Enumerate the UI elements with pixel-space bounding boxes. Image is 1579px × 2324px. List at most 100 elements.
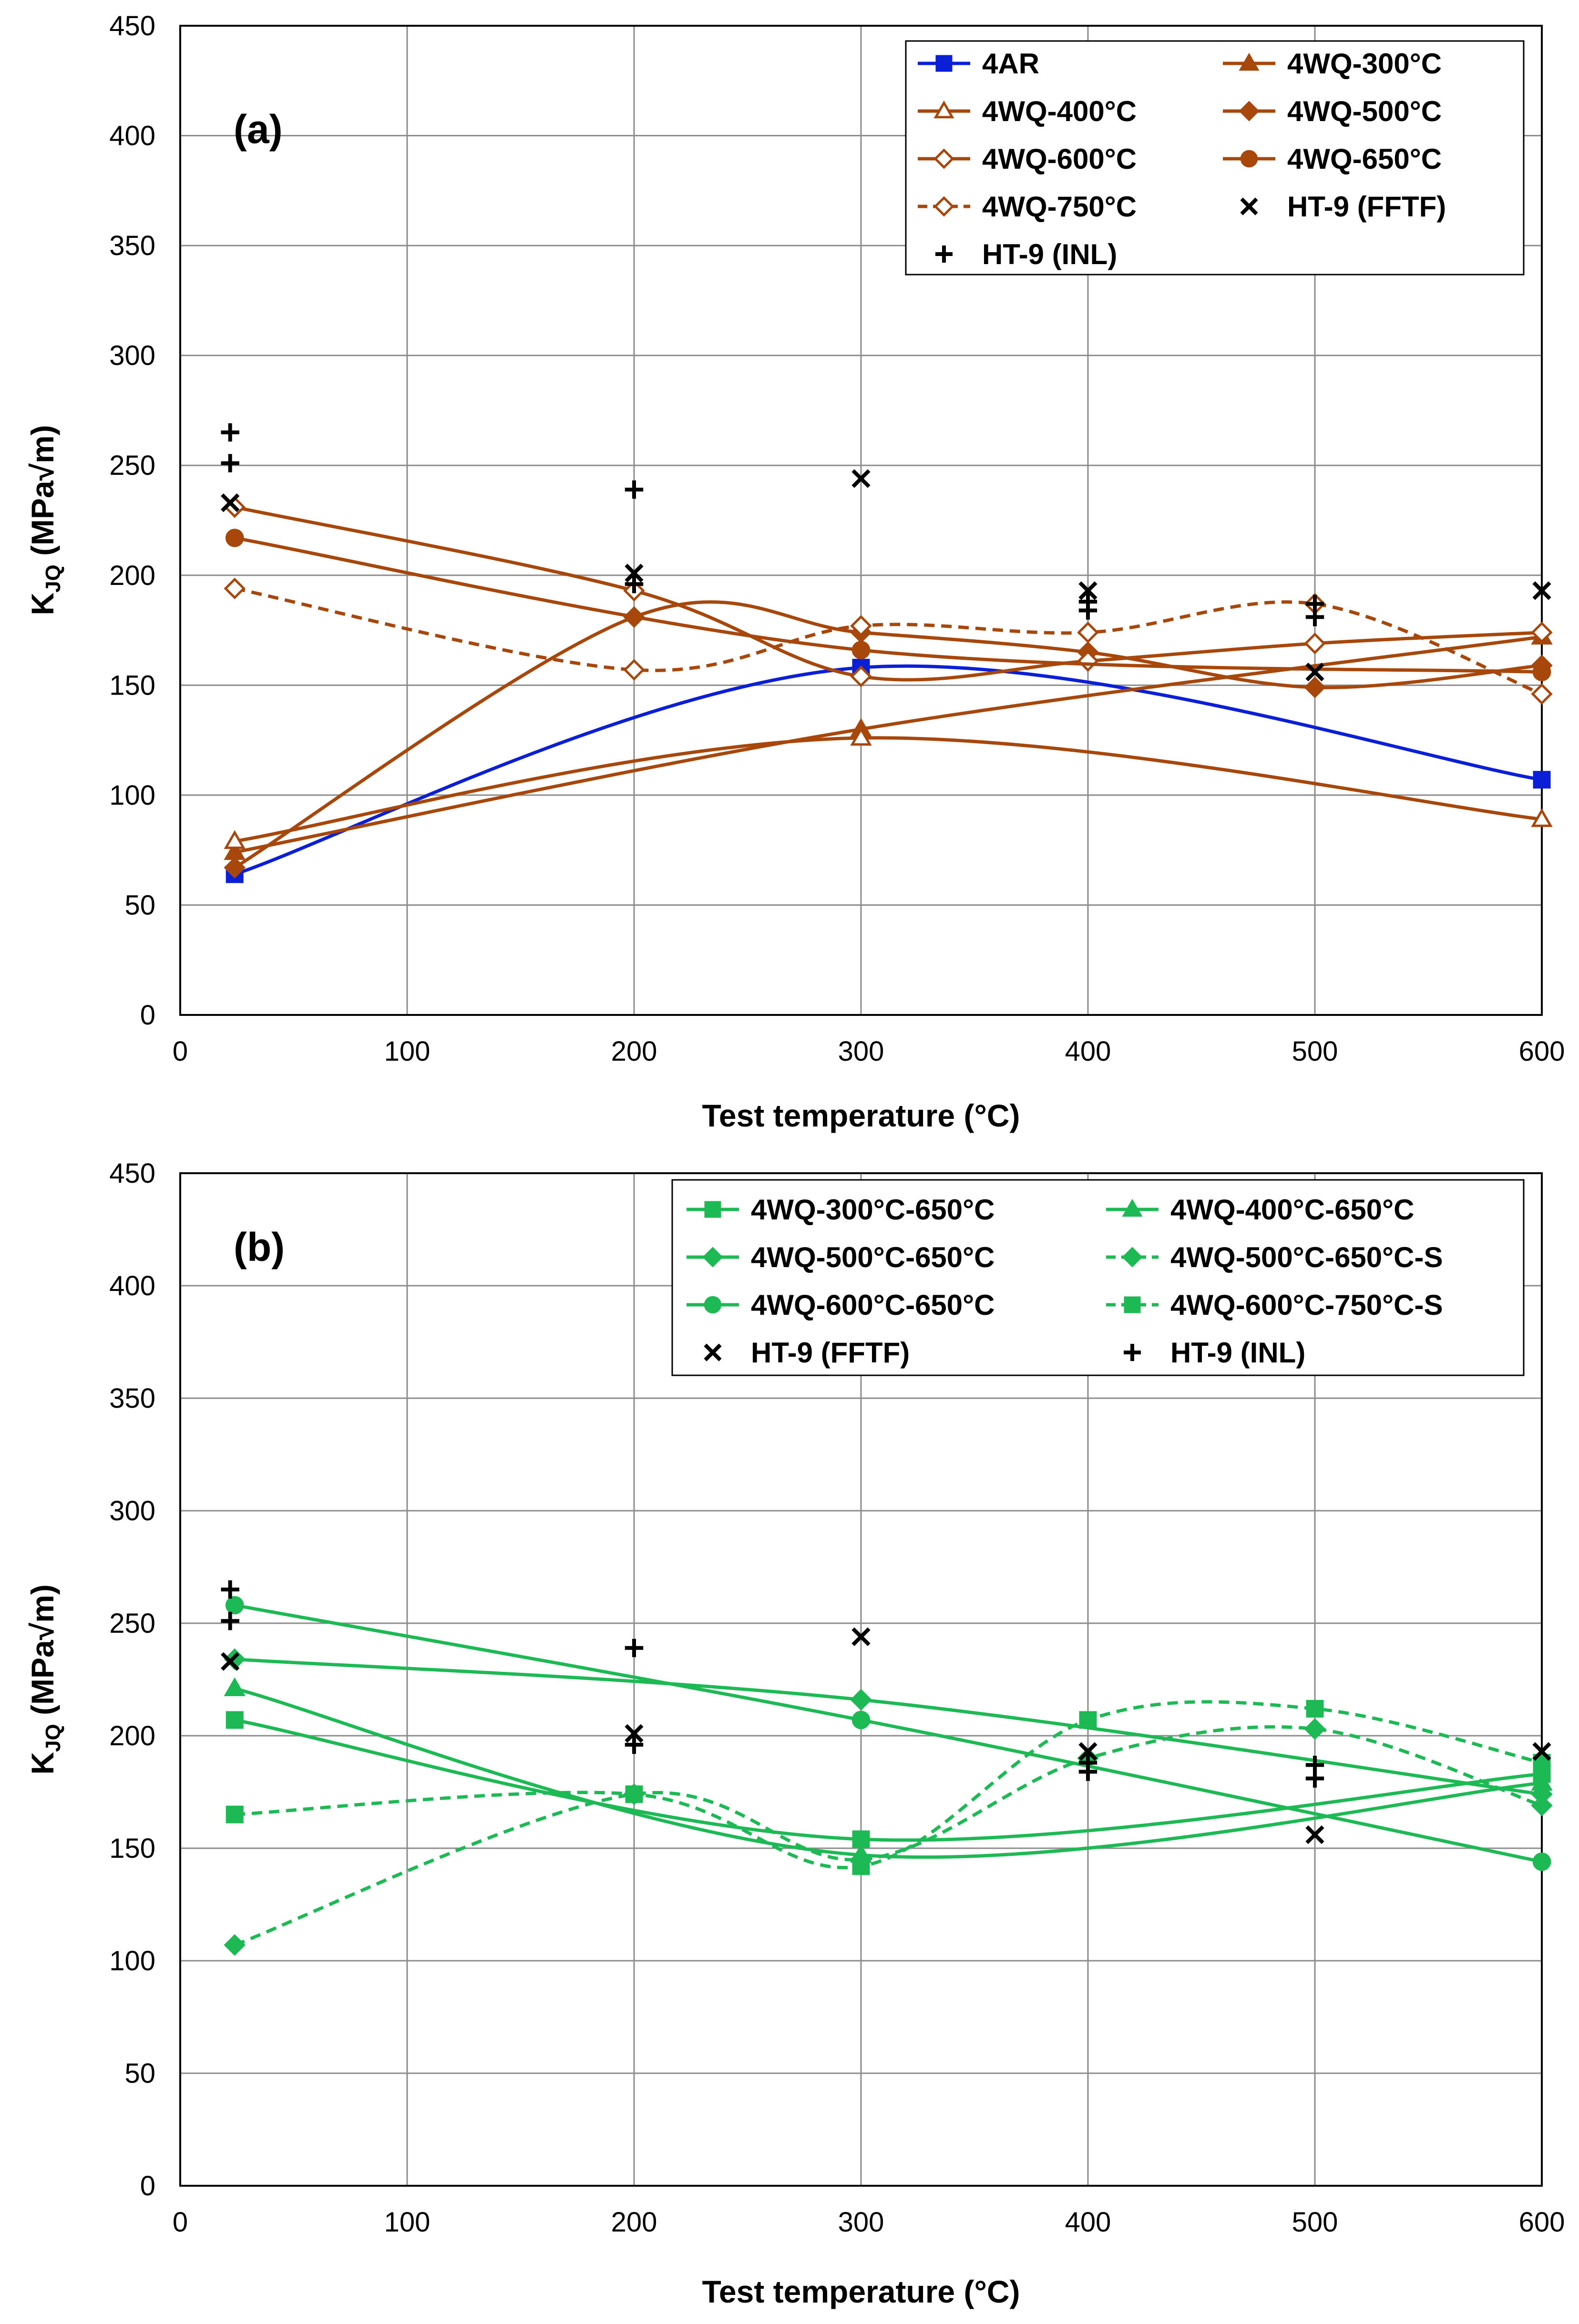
panel-b-legend-label: HT-9 (INL) <box>1170 1337 1305 1369</box>
panel-a-point-4wq-500c <box>1304 676 1326 698</box>
panel-a-legend-marker <box>1239 101 1260 122</box>
panel-b-legend-marker <box>1124 1296 1141 1313</box>
panel-a-point-4wq-750c <box>850 615 872 637</box>
panel-b-legend-label: 4WQ-400°C-650°C <box>1170 1194 1415 1226</box>
panel-b-point-ht-9-inl <box>625 1638 644 1658</box>
panel-a-y-tick-label: 300 <box>109 340 155 371</box>
panel-a-legend-entry-ht-9-fftf: HT-9 (FFTF) <box>1240 191 1446 223</box>
panel-b-x-axis-label: Test temperature (°C) <box>702 2274 1020 2309</box>
panel-b-legend-label: HT-9 (FFTF) <box>751 1337 910 1369</box>
panel-b-legend-marker <box>1122 1198 1143 1217</box>
panel-b-point-4wq-600c-750c-s <box>852 1857 870 1875</box>
panel-b-point-4wq-300c-650c <box>226 1711 244 1729</box>
panel-b: 0 50 100 150 200 250 300 350 400 450 0 100 200 300 40… <box>25 1158 1565 2309</box>
panel-b-legend-entry-4wq-400c-650c: 4WQ-400°C-650°C <box>1106 1194 1415 1226</box>
panel-a-y-tick-label: 150 <box>109 670 155 701</box>
panel-b-y-axis-label-subscript: JQ <box>41 1724 65 1752</box>
panel-a-legend-label: HT-9 (INL) <box>982 238 1117 270</box>
panel-b-line-4wq-600c-750c-s <box>235 1700 1542 1870</box>
panel-a-series-ht-9-fftf <box>221 469 1551 682</box>
panel-a-y-tick-label: 400 <box>109 121 155 152</box>
panel-a-point-ht-9-inl <box>221 454 239 472</box>
panel-b-legend-marker <box>704 1201 721 1218</box>
panel-a-y-axis-label-k: K <box>25 593 60 615</box>
panel-b-legend-label: 4WQ-500°C-650°C-S <box>1170 1241 1443 1273</box>
panel-a-point-4ar <box>1533 771 1551 789</box>
panel-a-point-4wq-500c <box>224 857 246 879</box>
panel-a-legend-box <box>905 40 1525 276</box>
panel-a-point-ht-9-inl <box>625 575 644 594</box>
panel-b-point-ht-9-fftf <box>221 1652 240 1671</box>
panel-b-legend-entry-ht-9-fftf: HT-9 (FFTF) <box>704 1337 910 1369</box>
panel-a-x-tick-label: 600 <box>1519 1036 1565 1067</box>
panel-a-point-4wq-600c <box>1077 650 1099 672</box>
panel-a-point-ht-9-fftf <box>1305 663 1324 682</box>
panel-a-plot-frame <box>179 25 1543 1016</box>
panel-b-point-4wq-600c-750c-s <box>1306 1699 1324 1718</box>
panel-a-point-ht-9-fftf <box>1532 581 1551 600</box>
panel-b-y-tick-label: 200 <box>109 1720 155 1751</box>
panel-a-x-tick-label: 300 <box>838 1036 884 1067</box>
panel-b-legend-box <box>671 1179 1525 1376</box>
panel-b-point-ht-9-fftf <box>625 1724 644 1743</box>
panel-a-point-ht-9-fftf <box>625 563 644 583</box>
panel-a-legend-entry-4wq-300c: 4WQ-300°C <box>1223 48 1442 80</box>
panel-a-y-axis-label-subscript: JQ <box>41 564 65 593</box>
panel-b-legend-label: 4WQ-500°C-650°C <box>751 1241 995 1273</box>
panel-b-y-tick-label: 150 <box>109 1833 155 1864</box>
panel-b-y-axis-label-k: K <box>25 1752 60 1775</box>
panel-b-point-ht-9-inl <box>1305 1769 1324 1788</box>
panel-a-point-4wq-600c <box>1531 621 1553 644</box>
panel-b-x-tick-label: 0 <box>173 2207 188 2238</box>
panel-a-point-ht-9-fftf <box>221 493 240 512</box>
panel-b-legend-label: 4WQ-600°C-750°C-S <box>1170 1289 1443 1321</box>
panel-a-legend-entry-4wq-400c: 4WQ-400°C <box>918 95 1137 127</box>
panel-a-point-4wq-650c <box>851 641 871 659</box>
panel-a-legend-label: 4WQ-650°C <box>1287 143 1442 175</box>
panel-a-x-axis-label: Test temperature (°C) <box>702 1098 1020 1133</box>
panel-b-legend-entry-4wq-500c-650c: 4WQ-500°C-650°C <box>687 1241 995 1273</box>
panel-b-y-tick-label: 100 <box>109 1945 155 1976</box>
panel-a-legend-marker <box>1240 197 1258 215</box>
panel-a-x-tick-label: 500 <box>1292 1036 1338 1067</box>
panel-b-point-4wq-500c-650c <box>850 1689 872 1711</box>
panel-a-y-tick-label: 200 <box>109 560 155 591</box>
panel-b-point-ht-9-inl <box>221 1612 239 1630</box>
panel-b-y-tick-label: 300 <box>109 1495 155 1526</box>
panel-a-legend-marker <box>933 148 954 169</box>
panel-a-legend-entry-4wq-600c: 4WQ-600°C <box>918 143 1137 175</box>
panel-b-legend-marker <box>704 1296 722 1314</box>
panel-a-x-tick-label: 200 <box>611 1036 657 1067</box>
panel-b-y-tick-labels: 0 50 100 150 200 250 300 350 400 450 <box>109 1158 155 2201</box>
panel-a-legend-entry-4wq-500c: 4WQ-500°C <box>1223 95 1442 127</box>
panel-b-legend-marker <box>702 1247 723 1268</box>
panel-a-label: (a) <box>234 107 283 152</box>
panel-b-legend-label: 4WQ-300°C-650°C <box>751 1194 995 1226</box>
panel-b-point-4wq-600c-650c <box>851 1710 871 1730</box>
panel-a-point-4wq-650c <box>1532 663 1551 681</box>
panel-a-legend-entry-ht-9-inl: HT-9 (INL) <box>935 238 1117 270</box>
panel-a-series-4wq-750c <box>224 577 1553 705</box>
panel-a-x-tick-label: 0 <box>173 1036 188 1067</box>
panel-b-legend-marker <box>1124 1344 1141 1361</box>
panel-a-point-4wq-400c <box>1531 808 1553 827</box>
panel-a-point-ht-9-inl <box>625 480 644 499</box>
panel-a-y-tick-label: 250 <box>109 450 155 481</box>
panel-a-point-4wq-400c <box>224 830 246 849</box>
panel-b-legend-entry-ht-9-inl: HT-9 (INL) <box>1124 1337 1305 1369</box>
panel-b-series-ht-9-inl <box>221 1580 1324 1788</box>
panel-a-x-tick-label: 100 <box>384 1036 431 1067</box>
panel-a-legend-marker <box>935 55 953 72</box>
panel-a-legend-entry-4wq-750c: 4WQ-750°C <box>918 191 1137 223</box>
panel-a-y-tick-label: 50 <box>124 890 155 921</box>
panel-b-legend-marker <box>704 1343 722 1362</box>
panel-a-point-4wq-600c <box>1304 632 1326 655</box>
panel-a-series-4wq-400c <box>224 727 1553 849</box>
panel-a-series-4wq-650c <box>225 529 1551 681</box>
panel-a-legend: 4AR 4WQ-300°C 4WQ-400°C 4WQ-500°C 4WQ-600°C 4… <box>905 40 1525 276</box>
panel-b-point-ht-9-inl <box>625 1735 644 1754</box>
panel-b-x-tick-labels: 0 100 200 300 400 500 600 <box>173 2207 1565 2238</box>
panel-b-legend-entry-4wq-300c-650c: 4WQ-300°C-650°C <box>687 1194 995 1226</box>
